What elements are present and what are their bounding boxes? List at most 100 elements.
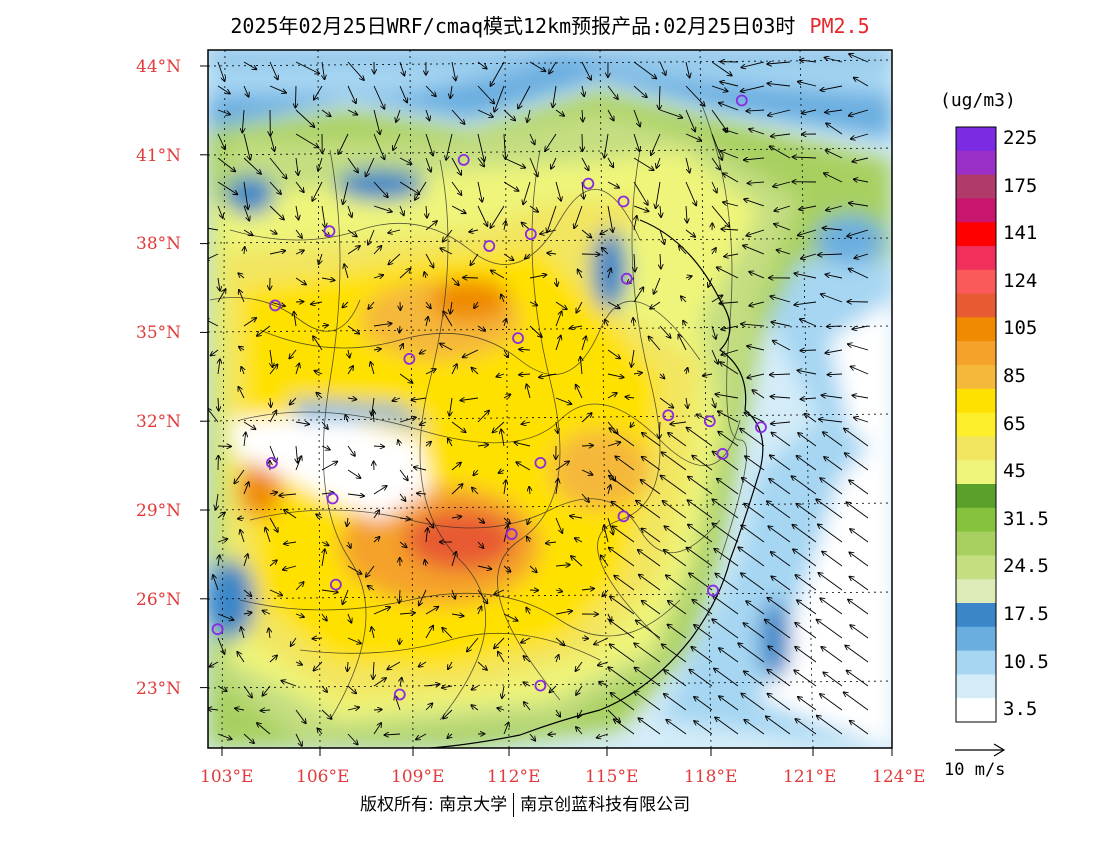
wind-arrow: [607, 157, 613, 167]
wind-arrow: [342, 301, 349, 307]
wind-arrow: [720, 82, 739, 87]
wind-arrow: [744, 720, 765, 735]
wind-arrow: [426, 528, 428, 543]
wind-arrow: [419, 589, 427, 605]
colorbar-label: 45: [1003, 460, 1026, 483]
wind-arrow: [723, 129, 739, 135]
colorbar-bin: [956, 388, 996, 413]
wind-arrow: [685, 133, 701, 141]
wind-arrow: [321, 709, 332, 719]
colorbar-label: 175: [1003, 174, 1038, 197]
wind-arrow: [825, 58, 843, 63]
wind-arrow: [821, 647, 843, 663]
wind-arrow: [571, 556, 583, 567]
wind-arrow: [851, 133, 869, 139]
wind-arrow: [633, 287, 643, 303]
wind-arrow: [747, 346, 765, 351]
wind-arrow: [477, 325, 485, 331]
wind-arrow: [477, 541, 484, 548]
wind-arrow: [371, 362, 375, 375]
wind-arrow: [607, 393, 617, 399]
wind-arrow: [795, 623, 817, 639]
wind-arrow: [664, 526, 687, 543]
wind-arrow: [612, 526, 635, 543]
wind-arrow: [314, 85, 323, 100]
wind-arrow: [522, 422, 531, 424]
wind-arrow: [347, 517, 348, 526]
wind-arrow: [373, 661, 374, 679]
lat-label: 32°N: [136, 412, 181, 432]
wind-arrow: [609, 428, 635, 447]
wind-arrow: [659, 229, 664, 244]
wind-arrow: [425, 684, 440, 686]
wind-arrow: [321, 446, 330, 450]
wind-arrow: [852, 157, 869, 162]
wind-arrow: [712, 523, 739, 543]
wind-arrow: [295, 422, 309, 424]
wind-arrow: [527, 109, 530, 122]
wind-arrow: [399, 61, 404, 76]
wind-arrow: [694, 721, 713, 735]
wind-arrow: [440, 344, 453, 351]
wind-arrow: [773, 341, 791, 351]
wind-arrow: [767, 62, 791, 64]
wind-arrow: [491, 61, 505, 86]
wind-arrow: [524, 702, 531, 711]
wind-arrow: [609, 476, 635, 495]
wind-arrow: [218, 555, 220, 567]
wind-arrow: [825, 274, 843, 279]
wind-arrow: [771, 422, 791, 424]
wind-arrow: [741, 694, 765, 711]
wind-arrow: [451, 463, 461, 471]
wind-arrow: [853, 325, 869, 329]
wind-arrow: [846, 502, 869, 519]
wind-arrow: [850, 577, 869, 591]
wind-arrow: [718, 432, 739, 447]
wind-vectors: [208, 54, 869, 746]
wind-arrow: [771, 552, 791, 567]
wind-arrow: [347, 325, 359, 334]
wind-arrow: [319, 253, 322, 264]
wind-arrow: [269, 517, 278, 532]
city-marker: [617, 195, 630, 208]
wind-arrow: [827, 326, 843, 327]
wind-arrow: [502, 685, 504, 698]
wind-arrow: [795, 647, 817, 663]
wind-arrow: [393, 133, 401, 150]
wind-arrow: [656, 157, 660, 168]
wind-arrow: [636, 501, 661, 519]
wind-arrow: [748, 182, 765, 183]
wind-arrow: [556, 479, 558, 495]
wind-arrow: [373, 323, 392, 326]
wind-arrow: [494, 589, 505, 594]
wind-arrow: [399, 469, 408, 480]
wind-arrow: [529, 133, 535, 144]
title-pollutant: PM2.5: [809, 14, 870, 38]
wind-arrow: [711, 133, 722, 160]
wind-arrow: [574, 205, 583, 228]
wind-arrow: [265, 528, 271, 543]
colorbar-bin: [956, 507, 996, 532]
wind-arrow: [217, 513, 225, 519]
wind-arrow: [723, 173, 739, 183]
wind-arrow: [767, 83, 791, 86]
wind-arrow: [497, 708, 505, 710]
lon-label: 121°E: [783, 767, 836, 787]
lat-label: 29°N: [136, 501, 181, 521]
wind-arrow: [501, 295, 504, 303]
wind-arrow: [633, 205, 649, 211]
wind-arrow: [373, 275, 383, 278]
wind-arrow: [688, 477, 713, 495]
colorbar-bin: [956, 127, 996, 152]
wind-arrow: [451, 61, 456, 80]
wind-arrow: [347, 246, 360, 255]
wind-arrow: [311, 302, 323, 304]
city-markers: [211, 94, 767, 701]
wind-arrow: [218, 359, 220, 375]
wind-arrow: [398, 440, 400, 447]
wind-arrow: [460, 398, 479, 401]
wind-arrow: [661, 476, 687, 495]
wind-arrow: [347, 85, 356, 103]
city-marker: [266, 456, 278, 469]
wind-arrow: [217, 733, 232, 739]
